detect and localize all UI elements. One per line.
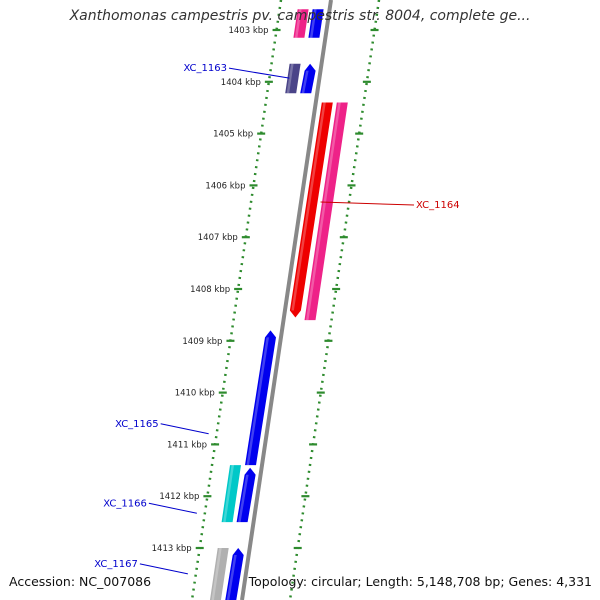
tick-label: 1403 kbp	[228, 26, 268, 36]
gene-label-XC_1163[interactable]: XC_1163	[183, 63, 227, 74]
gene-label-leader	[320, 201, 415, 206]
gene-XC_1167[interactable]	[207, 548, 229, 600]
tick-label: 1412 kbp	[159, 492, 199, 502]
tick-label: 1404 kbp	[221, 78, 261, 88]
gene-highlight	[291, 102, 326, 311]
gene-label-XC_1166[interactable]: XC_1166	[103, 498, 147, 509]
gene-highlight	[223, 465, 234, 523]
gene-label-leader	[160, 423, 209, 435]
gene-label-leader	[228, 67, 290, 79]
gene-highlight	[246, 337, 269, 466]
tick-label: 1410 kbp	[175, 389, 215, 399]
gene-highlight	[286, 63, 294, 94]
tick-label: 1409 kbp	[182, 337, 222, 347]
gene-highlight	[309, 9, 317, 38]
gene-XC_1166[interactable]	[221, 465, 241, 523]
gene-highlight	[238, 474, 249, 523]
gene-gene-blue-1412[interactable]	[236, 467, 256, 523]
gene-gene-pink-1405[interactable]	[304, 102, 348, 321]
gene-highlight	[306, 102, 341, 321]
gene-highlight	[226, 555, 237, 600]
gene-highlight	[301, 70, 309, 94]
gene-XC_1164[interactable]	[289, 102, 333, 318]
tick-label: 1405 kbp	[213, 130, 253, 140]
gene-label-leader	[148, 502, 197, 514]
tick-label: 1413 kbp	[152, 544, 192, 554]
tick-label: 1411 kbp	[167, 440, 207, 450]
gene-gene-blue-1413[interactable]	[222, 548, 244, 600]
gene-label-XC_1164[interactable]: XC_1164	[416, 200, 460, 211]
genome-backbone	[240, 0, 333, 600]
tick-label: 1408 kbp	[190, 285, 230, 295]
gene-label-XC_1167[interactable]: XC_1167	[94, 559, 138, 570]
tick-label: 1406 kbp	[205, 181, 245, 191]
gene-highlight	[211, 548, 222, 600]
outer-dotted-ring	[288, 0, 381, 600]
gene-gene-blue-top[interactable]	[308, 9, 324, 38]
gene-gene-blue-1404[interactable]	[300, 63, 316, 94]
inner-dotted-ring	[190, 0, 283, 600]
gene-XC_1163[interactable]	[285, 63, 301, 94]
genome-summary: Topology: circular; Length: 5,148,708 bp…	[248, 574, 592, 589]
gene-highlight	[294, 9, 302, 38]
gene-gene-pink-top[interactable]	[293, 9, 309, 38]
gene-label-XC_1165[interactable]: XC_1165	[115, 419, 159, 430]
gene-label-leader	[139, 563, 188, 575]
gene-XC_1165[interactable]	[245, 330, 276, 466]
tick-label: 1407 kbp	[198, 233, 238, 243]
map-title: Xanthomonas campestris pv. campestris st…	[69, 8, 531, 24]
accession-label: Accession: NC_007086	[9, 574, 152, 589]
